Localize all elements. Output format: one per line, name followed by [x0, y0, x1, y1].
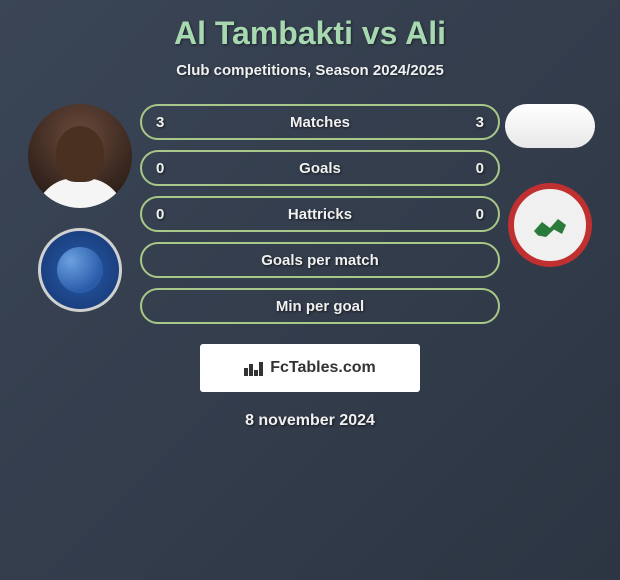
player2-club-logo: [508, 183, 592, 267]
stat-row-matches: 3 Matches 3: [140, 104, 500, 140]
stat-label: Hattricks: [186, 206, 454, 223]
stat-label: Goals: [186, 160, 454, 177]
main-area: 3 Matches 3 0 Goals 0 0 Hattricks 0 Goal…: [0, 104, 620, 324]
stat-row-hattricks: 0 Hattricks 0: [140, 196, 500, 232]
player2-avatar: [505, 104, 595, 148]
right-column: [500, 104, 600, 267]
stat-row-min-per-goal: Min per goal: [140, 288, 500, 324]
stat-left-value: 3: [156, 114, 186, 131]
stat-row-goals-per-match: Goals per match: [140, 242, 500, 278]
stat-row-goals: 0 Goals 0: [140, 150, 500, 186]
stat-left-value: 0: [156, 206, 186, 223]
stat-left-value: 0: [156, 160, 186, 177]
badge-text: FcTables.com: [270, 359, 376, 377]
stat-label: Matches: [186, 114, 454, 131]
fctables-badge[interactable]: FcTables.com: [200, 344, 420, 392]
page-title: Al Tambakti vs Ali: [174, 15, 446, 52]
player1-avatar: [28, 104, 132, 208]
stat-right-value: 3: [454, 114, 484, 131]
chart-icon: [244, 360, 264, 376]
stat-label: Min per goal: [186, 298, 454, 315]
stat-right-value: 0: [454, 206, 484, 223]
stat-label: Goals per match: [186, 252, 454, 269]
date-label: 8 november 2024: [245, 412, 375, 430]
left-column: [20, 104, 140, 312]
comparison-card: Al Tambakti vs Ali Club competitions, Se…: [0, 0, 620, 440]
stat-right-value: 0: [454, 160, 484, 177]
player1-club-logo: [38, 228, 122, 312]
subtitle: Club competitions, Season 2024/2025: [176, 62, 444, 79]
stats-column: 3 Matches 3 0 Goals 0 0 Hattricks 0 Goal…: [140, 104, 500, 324]
